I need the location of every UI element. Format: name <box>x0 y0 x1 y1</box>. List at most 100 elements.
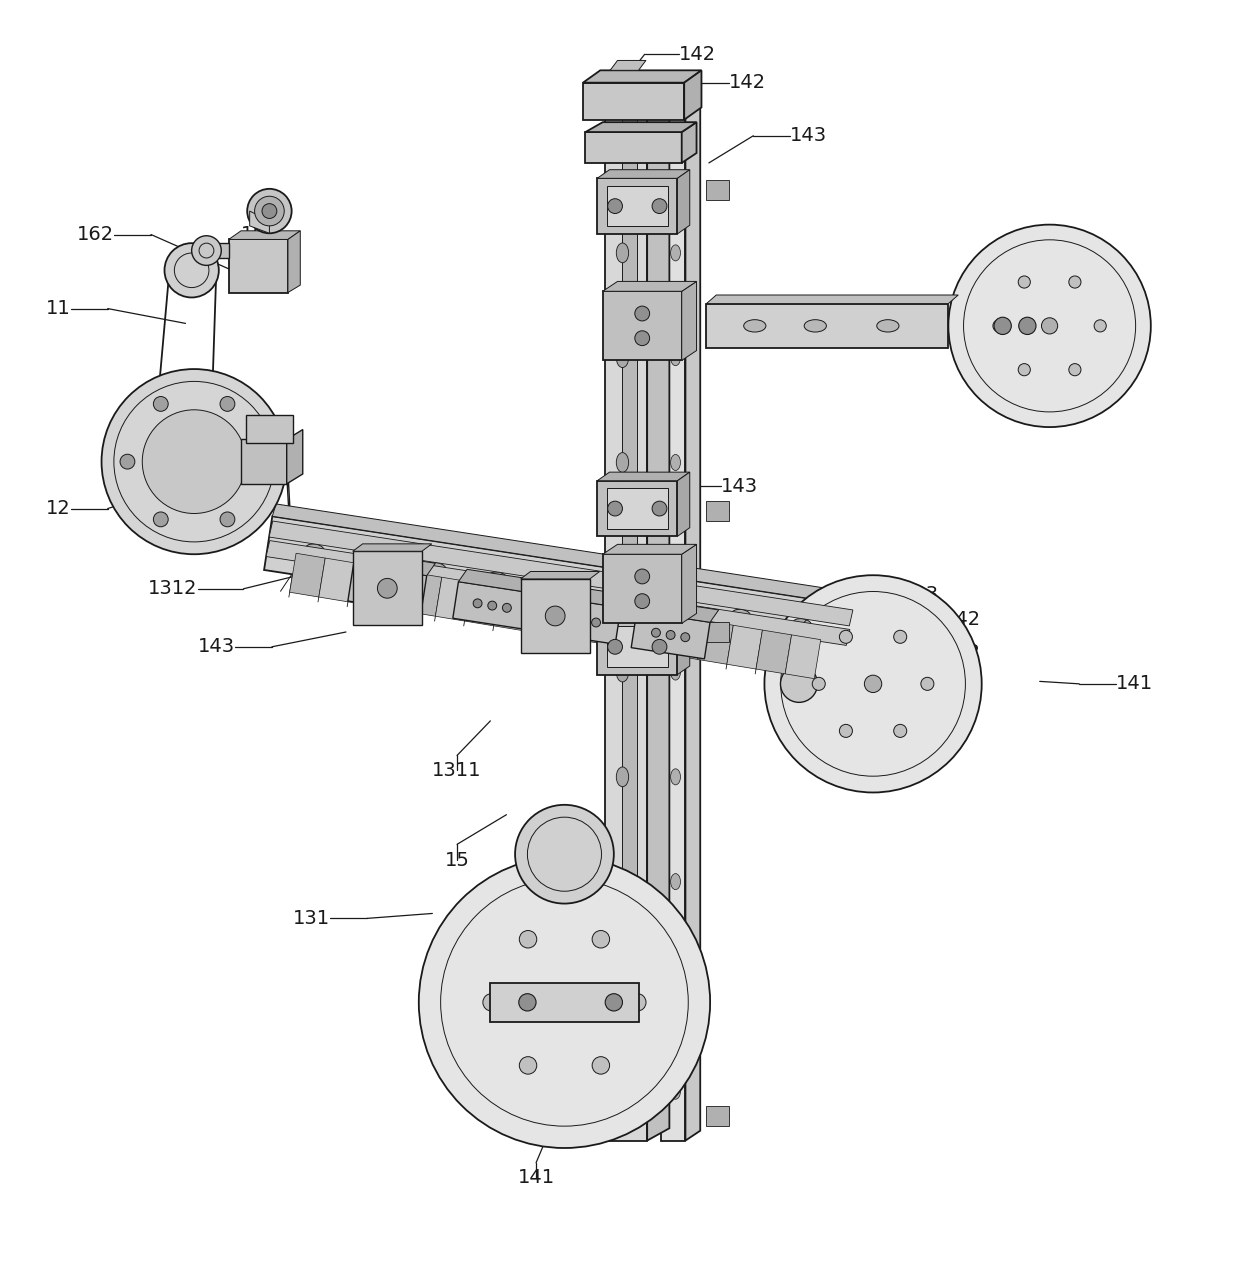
Polygon shape <box>523 592 558 636</box>
Polygon shape <box>684 71 702 120</box>
Polygon shape <box>353 552 435 575</box>
Circle shape <box>993 320 1006 332</box>
Circle shape <box>368 581 377 590</box>
Text: 1311: 1311 <box>433 761 482 780</box>
Polygon shape <box>727 626 763 669</box>
Polygon shape <box>603 282 697 291</box>
Text: 142: 142 <box>944 643 981 662</box>
Circle shape <box>812 678 826 690</box>
Polygon shape <box>598 480 677 536</box>
Circle shape <box>839 631 852 643</box>
Polygon shape <box>756 629 791 674</box>
Circle shape <box>1042 317 1058 334</box>
Polygon shape <box>494 586 529 631</box>
Polygon shape <box>707 295 959 303</box>
Circle shape <box>629 994 646 1011</box>
Polygon shape <box>682 545 697 623</box>
Circle shape <box>143 410 246 513</box>
Ellipse shape <box>671 559 681 575</box>
Text: 143: 143 <box>790 126 827 145</box>
Polygon shape <box>603 554 682 623</box>
Polygon shape <box>269 521 853 626</box>
Polygon shape <box>228 239 288 292</box>
Polygon shape <box>608 186 667 226</box>
Polygon shape <box>273 504 856 605</box>
Polygon shape <box>647 86 670 1140</box>
Polygon shape <box>598 178 677 234</box>
Circle shape <box>577 616 585 624</box>
Circle shape <box>864 675 882 693</box>
Ellipse shape <box>609 590 629 603</box>
Ellipse shape <box>671 455 681 470</box>
Circle shape <box>1018 364 1030 375</box>
Circle shape <box>593 1057 610 1074</box>
Polygon shape <box>598 611 689 619</box>
Polygon shape <box>583 71 702 82</box>
Text: 14: 14 <box>1116 307 1141 326</box>
Circle shape <box>1018 276 1030 288</box>
Text: 142: 142 <box>944 611 981 629</box>
Circle shape <box>1069 276 1081 288</box>
Ellipse shape <box>616 977 629 996</box>
Polygon shape <box>290 554 325 597</box>
Ellipse shape <box>671 664 681 680</box>
Text: 142: 142 <box>729 73 766 92</box>
Text: 143: 143 <box>197 637 234 656</box>
Circle shape <box>419 857 711 1148</box>
Polygon shape <box>228 231 300 239</box>
Circle shape <box>608 501 622 516</box>
Circle shape <box>487 602 497 611</box>
Polygon shape <box>707 622 729 642</box>
Polygon shape <box>407 573 441 617</box>
Polygon shape <box>241 440 286 484</box>
Text: 1312: 1312 <box>149 579 198 598</box>
Polygon shape <box>264 516 852 659</box>
Circle shape <box>608 198 622 214</box>
Circle shape <box>120 454 135 469</box>
Ellipse shape <box>616 872 629 891</box>
Polygon shape <box>698 621 733 665</box>
Circle shape <box>520 1057 537 1074</box>
Circle shape <box>518 994 536 1011</box>
Circle shape <box>383 584 392 593</box>
Ellipse shape <box>671 350 681 365</box>
Ellipse shape <box>671 873 681 890</box>
Text: 162: 162 <box>77 225 114 244</box>
Circle shape <box>651 628 661 637</box>
Polygon shape <box>465 581 500 626</box>
Circle shape <box>520 930 537 948</box>
Polygon shape <box>552 597 588 641</box>
Circle shape <box>1094 320 1106 332</box>
Polygon shape <box>707 1106 729 1126</box>
Circle shape <box>635 306 650 321</box>
Circle shape <box>1019 317 1035 335</box>
Polygon shape <box>548 584 630 608</box>
Circle shape <box>652 198 667 214</box>
Text: 142: 142 <box>680 44 717 63</box>
Polygon shape <box>707 181 729 200</box>
Text: 12: 12 <box>46 499 71 518</box>
Circle shape <box>562 613 572 622</box>
Circle shape <box>219 512 234 527</box>
Text: 141: 141 <box>1116 675 1153 694</box>
Circle shape <box>219 397 234 411</box>
Polygon shape <box>608 627 667 667</box>
Circle shape <box>605 994 622 1011</box>
Circle shape <box>949 225 1151 427</box>
Circle shape <box>780 665 817 703</box>
Circle shape <box>635 569 650 584</box>
Polygon shape <box>453 581 532 629</box>
Polygon shape <box>521 571 600 579</box>
Circle shape <box>608 640 622 655</box>
Polygon shape <box>677 473 689 536</box>
Ellipse shape <box>305 544 325 556</box>
Circle shape <box>764 575 982 793</box>
Circle shape <box>994 317 1012 335</box>
Ellipse shape <box>616 557 629 578</box>
Polygon shape <box>521 579 590 653</box>
Polygon shape <box>542 597 621 645</box>
Circle shape <box>165 243 218 297</box>
Circle shape <box>192 236 221 265</box>
Circle shape <box>635 594 650 608</box>
Circle shape <box>398 586 407 595</box>
